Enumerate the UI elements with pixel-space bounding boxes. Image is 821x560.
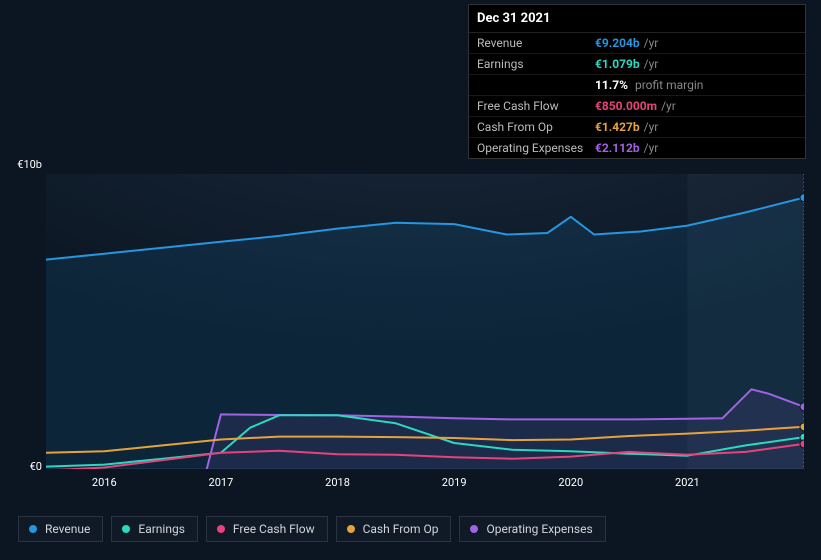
tooltip-row: Operating Expenses€2.112b/yr — [469, 138, 805, 158]
legend-item[interactable]: Revenue — [18, 516, 103, 542]
tooltip-row-suffix: /yr — [644, 120, 659, 134]
chart-tooltip: Dec 31 2021 Revenue€9.204b/yrEarnings€1.… — [468, 4, 806, 159]
legend-label: Earnings — [138, 522, 185, 536]
tooltip-row-value: €9.204b — [595, 36, 640, 50]
tooltip-row-label: Operating Expenses — [477, 141, 595, 155]
legend-item[interactable]: Free Cash Flow — [206, 516, 328, 542]
x-tick-label: 2020 — [558, 476, 583, 489]
x-axis-ticks: 2016 2017 2018 2019 2020 2021 — [46, 476, 804, 496]
tooltip-row-value: €850.000m — [595, 99, 657, 113]
tooltip-date: Dec 31 2021 — [469, 5, 805, 33]
legend-label: Free Cash Flow — [233, 522, 315, 536]
tooltip-row-label: Free Cash Flow — [477, 99, 595, 113]
y-axis-zero-label: €0 — [2, 460, 42, 473]
legend-swatch-icon — [29, 525, 37, 533]
tooltip-row-label: Cash From Op — [477, 120, 595, 134]
y-axis-top-label: €10b — [2, 158, 42, 171]
legend-label: Cash From Op — [363, 522, 439, 536]
legend-swatch-icon — [217, 525, 225, 533]
tooltip-row-suffix: /yr — [644, 141, 659, 155]
legend-item[interactable]: Cash From Op — [336, 516, 452, 542]
tooltip-row-value: €1.427b — [595, 120, 640, 134]
legend-item[interactable]: Earnings — [111, 516, 198, 542]
legend-item[interactable]: Operating Expenses — [459, 516, 605, 542]
tooltip-row: Revenue€9.204b/yr — [469, 33, 805, 54]
legend-label: Operating Expenses — [486, 522, 592, 536]
legend-swatch-icon — [347, 525, 355, 533]
x-tick-label: 2016 — [92, 476, 117, 489]
chart-plot-area[interactable] — [46, 174, 804, 469]
x-tick-label: 2018 — [325, 476, 350, 489]
legend-label: Revenue — [45, 522, 90, 536]
tooltip-row: Free Cash Flow€850.000m/yr — [469, 96, 805, 117]
chart-legend: Revenue Earnings Free Cash Flow Cash From O… — [18, 516, 606, 542]
tooltip-row: Earnings€1.079b/yr — [469, 54, 805, 75]
legend-swatch-icon — [122, 525, 130, 533]
x-tick-label: 2017 — [209, 476, 234, 489]
tooltip-row-value: €1.079b — [595, 57, 640, 71]
tooltip-row-value: €2.112b — [595, 141, 640, 155]
legend-swatch-icon — [470, 525, 478, 533]
tooltip-row-label: Earnings — [477, 57, 595, 71]
tooltip-row-suffix: /yr — [644, 36, 659, 50]
x-tick-label: 2019 — [442, 476, 467, 489]
tooltip-row-suffix: /yr — [644, 57, 659, 71]
tooltip-row-label: Revenue — [477, 36, 595, 50]
financials-chart-panel: { "tooltip": { "date": "Dec 31 2021", "r… — [0, 0, 821, 560]
x-tick-label: 2021 — [675, 476, 700, 489]
tooltip-row: Cash From Op€1.427b/yr — [469, 117, 805, 138]
tooltip-profit-margin: 11.7% profit margin — [469, 75, 805, 96]
tooltip-row-suffix: /yr — [661, 99, 676, 113]
